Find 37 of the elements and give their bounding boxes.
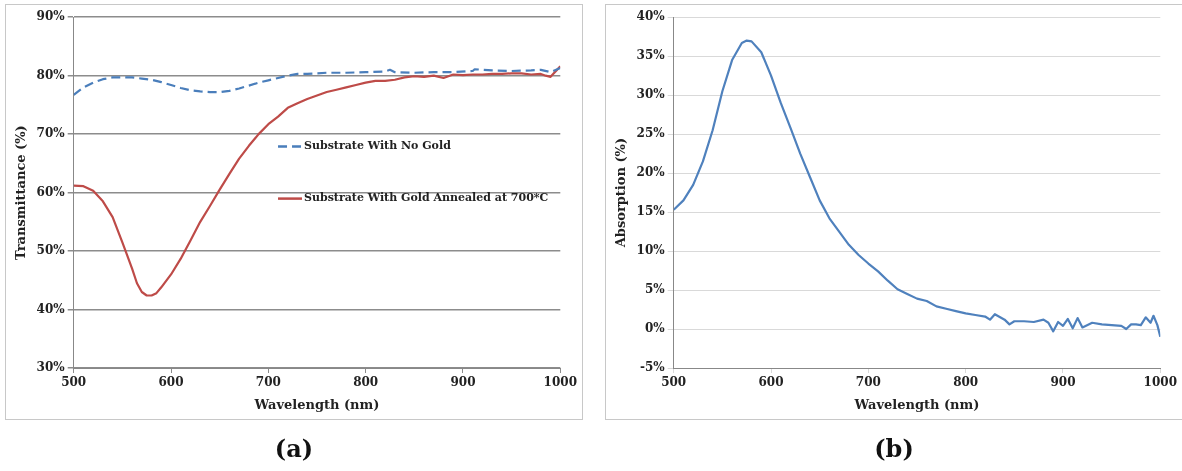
x-tick-label: 800 bbox=[953, 375, 979, 390]
legend-label: Substrate With No Gold bbox=[304, 139, 452, 153]
y-axis-title: Absorption (%) bbox=[613, 137, 629, 249]
x-tick-label: 1000 bbox=[543, 375, 577, 390]
x-tick-label: 500 bbox=[61, 375, 87, 390]
y-tick-label: 35% bbox=[636, 48, 666, 63]
y-tick-label: 70% bbox=[36, 126, 66, 141]
y-tick-label: 30% bbox=[36, 360, 66, 375]
x-tick-label: 700 bbox=[255, 375, 281, 390]
y-axis-title: Transmittance (%) bbox=[13, 125, 29, 260]
x-tick-label: 1000 bbox=[1143, 375, 1177, 390]
y-tick-label: 40% bbox=[636, 9, 666, 24]
x-tick-label: 900 bbox=[450, 375, 476, 390]
x-tick-label: 600 bbox=[158, 375, 184, 390]
y-tick-label: 90% bbox=[36, 9, 66, 24]
x-tick-label: 900 bbox=[1050, 375, 1076, 390]
y-tick-label: 10% bbox=[636, 243, 666, 258]
y-tick-label: 30% bbox=[636, 87, 666, 102]
y-tick-label: 5% bbox=[644, 282, 666, 297]
x-tick-label: 700 bbox=[855, 375, 881, 390]
text: (a) bbox=[273, 434, 315, 463]
x-axis-title: Wavelength (nm) bbox=[253, 396, 380, 412]
y-tick-label: 0% bbox=[644, 321, 666, 336]
x-tick-label: 600 bbox=[758, 375, 784, 390]
y-tick-label: 25% bbox=[636, 126, 666, 141]
x-axis-title: Wavelength (nm) bbox=[853, 396, 980, 412]
y-tick-label: 40% bbox=[36, 301, 66, 316]
x-tick-label: 500 bbox=[661, 375, 687, 390]
y-tick-label: 60% bbox=[36, 184, 66, 199]
x-tick-label: 800 bbox=[353, 375, 379, 390]
y-tick-label: 15% bbox=[636, 204, 666, 219]
y-tick-label: 20% bbox=[636, 165, 666, 180]
y-tick-label: -5% bbox=[639, 360, 666, 375]
text: (b) bbox=[873, 434, 915, 463]
y-tick-label: 50% bbox=[36, 243, 66, 258]
legend-label: Substrate With Gold Annealed at 700*C bbox=[304, 191, 549, 205]
y-tick-label: 80% bbox=[36, 67, 66, 82]
